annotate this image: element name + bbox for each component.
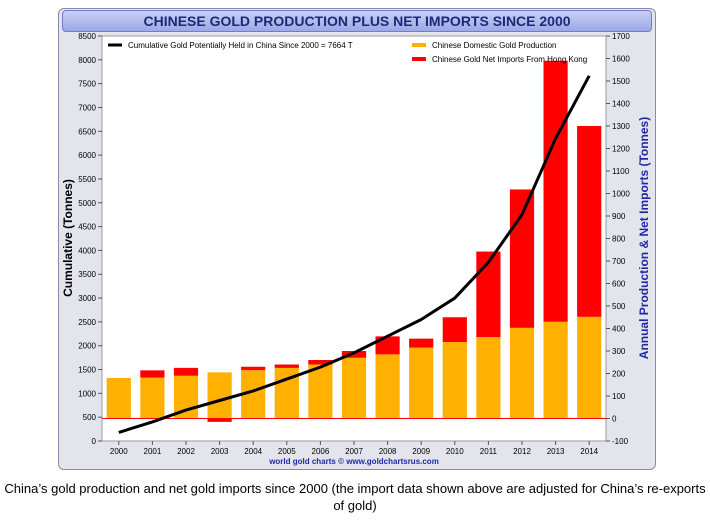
x-tick-label: 2003 [211, 447, 229, 456]
bar-imports [442, 317, 467, 342]
left-axis: 0 500 1000 1500 2000 2500 3000 3500 4000 4500 5000… [78, 32, 102, 446]
bar-production [140, 377, 165, 419]
right-tick-label: 200 [612, 370, 626, 379]
left-tick-label: 4000 [78, 246, 96, 255]
left-tick-label: 7500 [78, 80, 96, 89]
bar-production [442, 342, 467, 419]
right-tick-label: 1400 [612, 100, 630, 109]
legend-swatch-production [412, 43, 426, 47]
bar-production [308, 364, 333, 419]
right-tick-label: 800 [612, 235, 626, 244]
left-tick-label: 3000 [78, 294, 96, 303]
left-tick-label: 2500 [78, 318, 96, 327]
x-axis: 2000 2001 2002 2003 2004 2005 2006 2007 2008 2009… [110, 441, 599, 456]
bar-imports [476, 251, 501, 338]
left-tick-label: 8000 [78, 56, 96, 65]
bar-production [409, 347, 434, 419]
left-tick-label: 5000 [78, 199, 96, 208]
bar-production [207, 372, 232, 419]
legend-label-production: Chinese Domestic Gold Production [432, 41, 557, 50]
legend-label-imports: Chinese Gold Net Imports From Hong Kong [432, 55, 587, 64]
bar-production [577, 316, 602, 419]
left-tick-label: 0 [92, 437, 97, 446]
figure-caption: China’s gold production and net gold imp… [4, 481, 706, 513]
bar-imports [375, 336, 400, 355]
right-tick-label: 1200 [612, 145, 630, 154]
right-tick-label: 900 [612, 212, 626, 221]
right-tick-label: 100 [612, 392, 626, 401]
bar-imports [509, 189, 535, 328]
right-tick-label: -100 [612, 437, 629, 446]
bar-imports [274, 364, 299, 368]
source-credit: world gold charts © www.goldchartsrus.co… [268, 457, 439, 466]
bar-production [543, 321, 568, 419]
left-tick-label: 2000 [78, 342, 96, 351]
left-tick-label: 6000 [78, 151, 96, 160]
legend: Cumulative Gold Potentially Held in Chin… [108, 41, 587, 64]
right-tick-label: 500 [612, 302, 626, 311]
left-tick-label: 5500 [78, 175, 96, 184]
x-tick-label: 2010 [446, 447, 464, 456]
bar-production [509, 327, 535, 419]
bar-imports [207, 418, 232, 422]
right-tick-label: 1600 [612, 55, 630, 64]
bar-production [375, 354, 400, 419]
right-tick-label: 0 [612, 415, 617, 424]
bar-production [341, 357, 367, 419]
right-tick-label: 1100 [612, 167, 630, 176]
bar-production [476, 337, 501, 419]
right-tick-label: 700 [612, 257, 626, 266]
right-tick-label: 1500 [612, 77, 630, 86]
line-layer [118, 75, 591, 434]
right-tick-label: 600 [612, 280, 626, 289]
right-axis: -100 0 100 200 300 400 500 600 700 800 900 1000 1100… [606, 32, 630, 446]
bars-layer [102, 60, 606, 422]
right-tick-label: 400 [612, 325, 626, 334]
x-tick-label: 2014 [580, 447, 598, 456]
x-tick-label: 2013 [547, 447, 565, 456]
legend-label-cumulative: Cumulative Gold Potentially Held in Chin… [128, 41, 353, 50]
right-tick-label: 1700 [612, 32, 630, 41]
bar-imports [308, 360, 333, 365]
bar-imports [241, 366, 266, 371]
x-tick-label: 2008 [379, 447, 397, 456]
x-tick-label: 2007 [345, 447, 363, 456]
left-tick-label: 7000 [78, 103, 96, 112]
left-tick-label: 6500 [78, 127, 96, 136]
bar-production [106, 378, 131, 419]
left-tick-label: 500 [83, 413, 97, 422]
left-tick-label: 4500 [78, 223, 96, 232]
right-tick-label: 1300 [612, 122, 630, 131]
x-tick-label: 2001 [144, 447, 162, 456]
right-tick-label: 1000 [612, 190, 630, 199]
left-tick-label: 1000 [78, 389, 96, 398]
right-axis-label: Annual Production & Net Imports (Tonnes) [637, 117, 651, 359]
bar-imports [140, 370, 165, 378]
x-tick-label: 2006 [312, 447, 330, 456]
x-tick-label: 2002 [177, 447, 195, 456]
legend-swatch-imports [412, 57, 426, 61]
chart-title: CHINESE GOLD PRODUCTION PLUS NET IMPORTS… [143, 13, 571, 29]
chart-title-bar [62, 10, 652, 32]
cumulative-line [118, 75, 591, 434]
bar-imports [577, 126, 602, 317]
left-tick-label: 8500 [78, 32, 96, 41]
bar-imports [409, 338, 434, 348]
x-tick-label: 2000 [110, 447, 128, 456]
x-tick-label: 2005 [278, 447, 296, 456]
bar-imports [173, 367, 199, 376]
left-tick-label: 3500 [78, 270, 96, 279]
left-tick-label: 1500 [78, 366, 96, 375]
x-tick-label: 2009 [412, 447, 430, 456]
left-axis-label: Cumulative (Tonnes) [61, 179, 75, 297]
x-tick-label: 2011 [480, 447, 498, 456]
right-tick-label: 300 [612, 347, 626, 356]
x-tick-label: 2004 [244, 447, 262, 456]
bar-imports [543, 60, 568, 322]
x-tick-label: 2012 [513, 447, 531, 456]
